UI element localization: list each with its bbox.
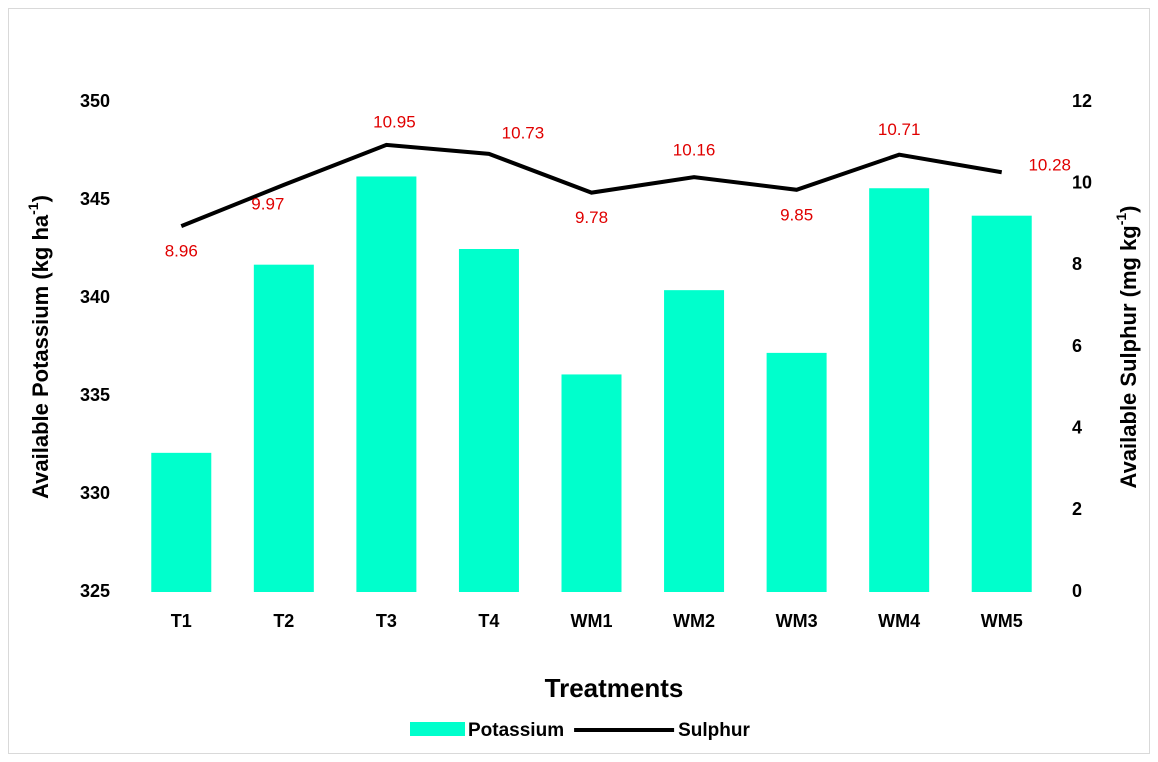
x-tick-label: WM1 xyxy=(571,611,613,631)
x-tick-label: WM5 xyxy=(981,611,1023,631)
data-label: 9.78 xyxy=(575,208,608,227)
y2-tick-label: 8 xyxy=(1072,254,1082,274)
bar xyxy=(561,374,622,592)
x-tick-label: T3 xyxy=(376,611,397,631)
y-tick-label: 330 xyxy=(80,483,110,503)
data-label: 10.95 xyxy=(373,112,416,131)
legend-label: Potassium xyxy=(468,720,564,741)
legend-swatch xyxy=(410,722,465,736)
y-tick-label: 325 xyxy=(80,581,110,601)
y2-axis-title: Available Sulphur (mg kg-1) xyxy=(1113,205,1141,488)
bar xyxy=(869,188,930,593)
y-tick-label: 350 xyxy=(80,91,110,111)
x-tick-label: WM2 xyxy=(673,611,715,631)
y2-tick-label: 10 xyxy=(1072,172,1092,192)
y2-tick-label: 6 xyxy=(1072,336,1082,356)
y-tick-label: 345 xyxy=(80,189,110,209)
bar xyxy=(664,290,725,592)
x-tick-label: T1 xyxy=(171,611,192,631)
y2-tick-label: 0 xyxy=(1072,581,1082,601)
x-tick-label: WM3 xyxy=(776,611,818,631)
y-axis-title: Available Potassium (kg ha-1) xyxy=(25,195,53,499)
x-axis-title: Treatments xyxy=(545,673,684,703)
bar xyxy=(971,215,1032,592)
bar xyxy=(151,452,212,592)
data-label: 10.16 xyxy=(673,141,716,160)
line xyxy=(180,142,1003,228)
data-label: 9.97 xyxy=(251,194,284,213)
y-tick-label: 335 xyxy=(80,385,110,405)
x-tick-label: T2 xyxy=(273,611,294,631)
bar xyxy=(253,264,314,592)
bar xyxy=(356,176,417,593)
x-tick-label: T4 xyxy=(478,611,499,631)
data-label: 10.73 xyxy=(502,123,545,142)
y2-tick-label: 4 xyxy=(1072,417,1082,437)
y2-tick-label: 12 xyxy=(1072,91,1092,111)
data-label: 10.71 xyxy=(878,120,921,139)
y2-tick-label: 2 xyxy=(1072,499,1082,519)
data-label: 9.85 xyxy=(780,205,813,224)
bar xyxy=(766,352,827,592)
data-label: 8.96 xyxy=(165,242,198,261)
y-tick-label: 340 xyxy=(80,287,110,307)
legend-label: Sulphur xyxy=(678,720,750,741)
data-label: 10.28 xyxy=(1028,156,1071,175)
bar xyxy=(458,249,519,592)
x-tick-label: WM4 xyxy=(878,611,920,631)
